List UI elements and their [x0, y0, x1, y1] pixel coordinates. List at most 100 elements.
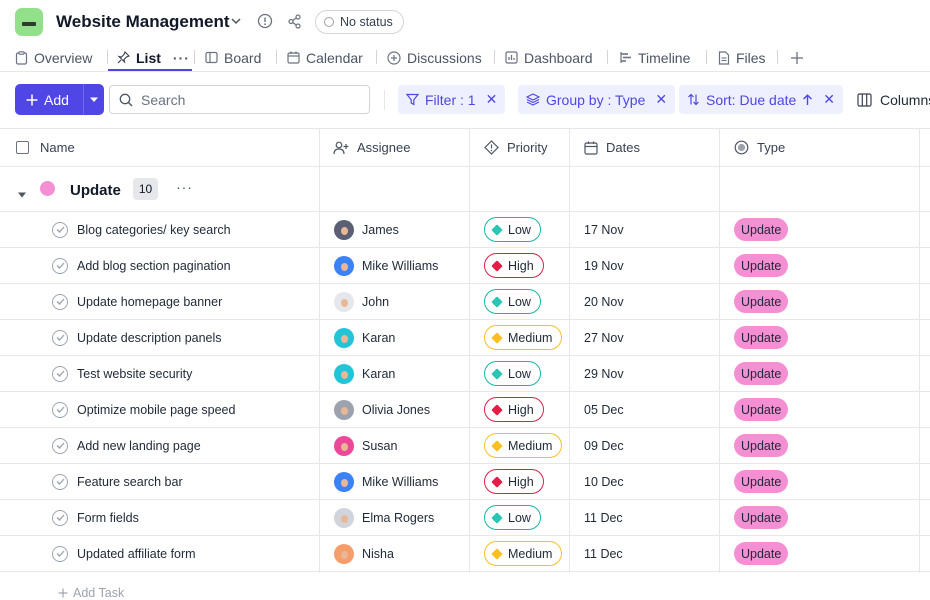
tab-timeline[interactable]: Timeline	[618, 44, 690, 71]
priority-cell[interactable]: High	[484, 248, 544, 283]
column-header-type[interactable]: Type	[734, 129, 785, 166]
tab-calendar[interactable]: Calendar	[287, 44, 363, 71]
type-badge[interactable]: Update	[734, 398, 789, 421]
table-row[interactable]: Updated affiliate form Nisha Medium 11 Dec U…	[0, 536, 930, 572]
type-badge[interactable]: Update	[734, 326, 789, 349]
date-cell[interactable]: 29 Nov	[584, 356, 624, 391]
priority-cell[interactable]: Medium	[484, 536, 563, 571]
priority-cell[interactable]: High	[484, 392, 544, 427]
type-badge[interactable]: Update	[734, 470, 789, 493]
priority-cell[interactable]: Low	[484, 284, 541, 319]
date-cell[interactable]: 27 Nov	[584, 320, 624, 355]
collapse-caret-icon[interactable]	[17, 187, 27, 202]
complete-task-check-icon[interactable]	[52, 221, 68, 238]
column-header-name[interactable]: Name	[16, 129, 75, 166]
search-box[interactable]	[109, 85, 370, 114]
priority-cell[interactable]: High	[484, 464, 544, 499]
add-main-button[interactable]: Add	[15, 92, 83, 108]
assignee-cell[interactable]: Olivia Jones	[334, 392, 430, 427]
clear-sort-icon[interactable]: ✕	[823, 91, 836, 107]
assignee-cell[interactable]: James	[334, 212, 399, 247]
date-cell[interactable]: 17 Nov	[584, 212, 624, 247]
assignee-cell[interactable]: John	[334, 284, 389, 319]
complete-task-check-icon[interactable]	[52, 329, 68, 346]
priority-badge[interactable]: High	[484, 469, 544, 494]
complete-task-check-icon[interactable]	[52, 257, 68, 274]
clear-filter-icon[interactable]: ✕	[485, 91, 498, 107]
search-input[interactable]	[141, 91, 361, 108]
type-cell[interactable]: Update	[734, 536, 789, 571]
column-header-dates[interactable]: Dates	[584, 129, 640, 166]
type-cell[interactable]: Update	[734, 500, 789, 535]
priority-cell[interactable]: Low	[484, 212, 541, 247]
assignee-cell[interactable]: Nisha	[334, 536, 394, 571]
sort-chip[interactable]: Sort: Due date ✕	[679, 85, 844, 114]
table-row[interactable]: Update description panels Karan Medium 27 N…	[0, 320, 930, 356]
type-cell[interactable]: Update	[734, 428, 789, 463]
type-cell[interactable]: Update	[734, 212, 789, 247]
task-name[interactable]: Add new landing page	[77, 438, 201, 453]
filter-chip[interactable]: Filter : 1 ✕	[398, 85, 506, 114]
task-name[interactable]: Form fields	[77, 510, 139, 525]
task-name[interactable]: Blog categories/ key search	[77, 222, 231, 237]
table-row[interactable]: Update homepage banner John Low 20 Nov Updat…	[0, 284, 930, 320]
priority-badge[interactable]: Medium	[484, 541, 563, 566]
type-badge[interactable]: Update	[734, 290, 789, 313]
add-task-button[interactable]: Add Task	[58, 586, 124, 600]
type-badge[interactable]: Update	[734, 362, 789, 385]
assignee-cell[interactable]: Susan	[334, 428, 397, 463]
project-title[interactable]: Website Management	[56, 12, 230, 31]
complete-task-check-icon[interactable]	[52, 293, 68, 310]
arrow-up-icon[interactable]	[802, 93, 813, 106]
share-icon[interactable]	[285, 12, 303, 30]
group-more-icon[interactable]: ···	[176, 179, 193, 195]
type-cell[interactable]: Update	[734, 464, 789, 499]
type-badge[interactable]: Update	[734, 506, 789, 529]
task-name[interactable]: Feature search bar	[77, 474, 183, 489]
clear-group-icon[interactable]: ✕	[655, 91, 668, 107]
type-badge[interactable]: Update	[734, 218, 789, 241]
task-name[interactable]: Update homepage banner	[77, 294, 223, 309]
column-header-priority[interactable]: Priority	[484, 129, 547, 166]
date-cell[interactable]: 11 Dec	[584, 536, 623, 571]
task-name[interactable]: Add blog section pagination	[77, 258, 231, 273]
column-header-assignee[interactable]: Assignee	[333, 129, 410, 166]
info-icon[interactable]	[256, 12, 274, 30]
complete-task-check-icon[interactable]	[52, 545, 68, 562]
date-cell[interactable]: 09 Dec	[584, 428, 624, 463]
priority-cell[interactable]: Medium	[484, 428, 563, 463]
date-cell[interactable]: 19 Nov	[584, 248, 624, 283]
table-row[interactable]: Form fields Elma Rogers Low 11 Dec Update	[0, 500, 930, 536]
table-row[interactable]: Optimize mobile page speed Olivia Jones Hi…	[0, 392, 930, 428]
priority-badge[interactable]: High	[484, 397, 544, 422]
complete-task-check-icon[interactable]	[52, 473, 68, 490]
type-cell[interactable]: Update	[734, 356, 789, 391]
type-cell[interactable]: Update	[734, 392, 789, 427]
assignee-cell[interactable]: Mike Williams	[334, 464, 438, 499]
add-dropdown-caret-icon[interactable]	[84, 96, 104, 104]
tab-more-icon[interactable]: ···	[172, 49, 190, 66]
task-name[interactable]: Updated affiliate form	[77, 546, 196, 561]
priority-cell[interactable]: Low	[484, 356, 541, 391]
tab-dashboard[interactable]: Dashboard	[505, 44, 593, 71]
type-cell[interactable]: Update	[734, 320, 789, 355]
type-cell[interactable]: Update	[734, 284, 789, 319]
tab-files[interactable]: Files	[718, 44, 766, 71]
task-name[interactable]: Test website security	[77, 366, 193, 381]
columns-button[interactable]: Columns	[857, 85, 930, 114]
date-cell[interactable]: 10 Dec	[584, 464, 624, 499]
table-row[interactable]: Add new landing page Susan Medium 09 Dec Upd…	[0, 428, 930, 464]
priority-cell[interactable]: Medium	[484, 320, 563, 355]
type-badge[interactable]: Update	[734, 542, 789, 565]
assignee-cell[interactable]: Elma Rogers	[334, 500, 434, 535]
add-view-button[interactable]	[790, 44, 804, 71]
assignee-cell[interactable]: Karan	[334, 356, 395, 391]
table-row[interactable]: Add blog section pagination Mike Williams…	[0, 248, 930, 284]
priority-badge[interactable]: Medium	[484, 325, 563, 350]
table-row[interactable]: Feature search bar Mike Williams High 10 De…	[0, 464, 930, 500]
task-name[interactable]: Update description panels	[77, 330, 222, 345]
add-button[interactable]: Add	[15, 84, 104, 115]
priority-badge[interactable]: Medium	[484, 433, 563, 458]
type-badge[interactable]: Update	[734, 254, 789, 277]
task-name[interactable]: Optimize mobile page speed	[77, 402, 236, 417]
